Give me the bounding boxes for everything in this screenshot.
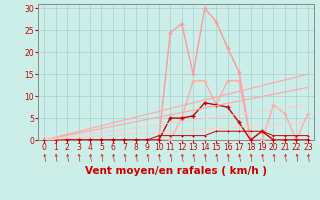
X-axis label: Vent moyen/en rafales ( km/h ): Vent moyen/en rafales ( km/h ) <box>85 166 267 176</box>
